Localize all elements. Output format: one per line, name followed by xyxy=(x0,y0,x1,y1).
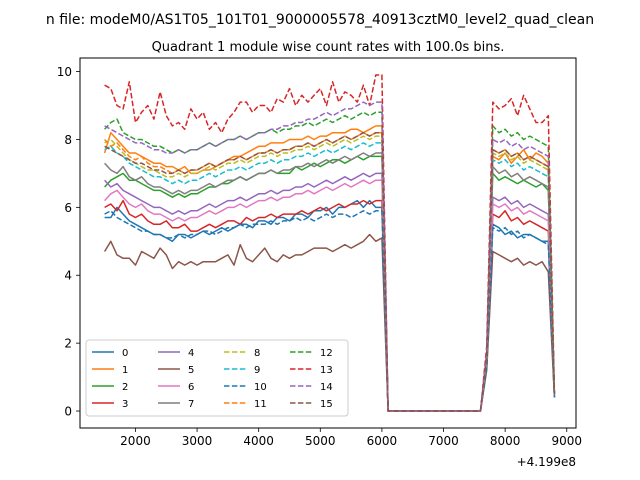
legend-label-14: 14 xyxy=(320,382,333,393)
legend-label-4: 4 xyxy=(188,348,194,359)
legend-label-0: 0 xyxy=(122,348,128,359)
legend-label-5: 5 xyxy=(188,365,194,376)
figure-suptitle: n file: modeM0/AS1T05_101T01_9000005578_… xyxy=(46,12,594,28)
legend-label-10: 10 xyxy=(254,382,267,393)
x-tick-label: 8000 xyxy=(490,434,521,448)
chart-title: Quadrant 1 module wise count rates with … xyxy=(152,40,505,55)
legend-label-7: 7 xyxy=(188,399,194,410)
x-offset-label: +4.199e8 xyxy=(517,455,576,469)
series-layer xyxy=(103,74,556,412)
legend-label-15: 15 xyxy=(320,399,333,410)
y-tick-label: 2 xyxy=(64,337,72,351)
legend-label-9: 9 xyxy=(254,365,260,376)
legend-label-3: 3 xyxy=(122,399,128,410)
y-tick-label: 8 xyxy=(64,133,72,147)
x-axis: 2000 3000 4000 5000 6000 7000 8000 9000 xyxy=(120,428,582,448)
x-tick-label: 6000 xyxy=(367,434,398,448)
legend-label-1: 1 xyxy=(122,365,128,376)
legend-label-13: 13 xyxy=(320,365,333,376)
x-tick-label: 2000 xyxy=(120,434,151,448)
y-tick-label: 0 xyxy=(64,405,72,419)
x-tick-label: 3000 xyxy=(182,434,213,448)
y-axis: 0 2 4 6 8 10 xyxy=(57,65,80,419)
x-tick-label: 7000 xyxy=(428,434,459,448)
y-tick-label: 10 xyxy=(57,65,72,79)
series-line-15 xyxy=(104,131,556,412)
x-tick-label: 4000 xyxy=(243,434,274,448)
x-tick-label: 5000 xyxy=(305,434,336,448)
legend-box xyxy=(85,339,349,417)
y-tick-label: 6 xyxy=(64,201,72,215)
plot-frame xyxy=(79,57,577,429)
legend-label-11: 11 xyxy=(254,399,267,410)
y-tick-label: 4 xyxy=(64,269,72,283)
x-tick-label: 9000 xyxy=(551,434,582,448)
legend-label-12: 12 xyxy=(320,348,333,359)
legend-label-6: 6 xyxy=(188,382,194,393)
series-line-14 xyxy=(104,101,556,412)
legend-label-2: 2 xyxy=(122,382,128,393)
legend-label-8: 8 xyxy=(254,348,260,359)
